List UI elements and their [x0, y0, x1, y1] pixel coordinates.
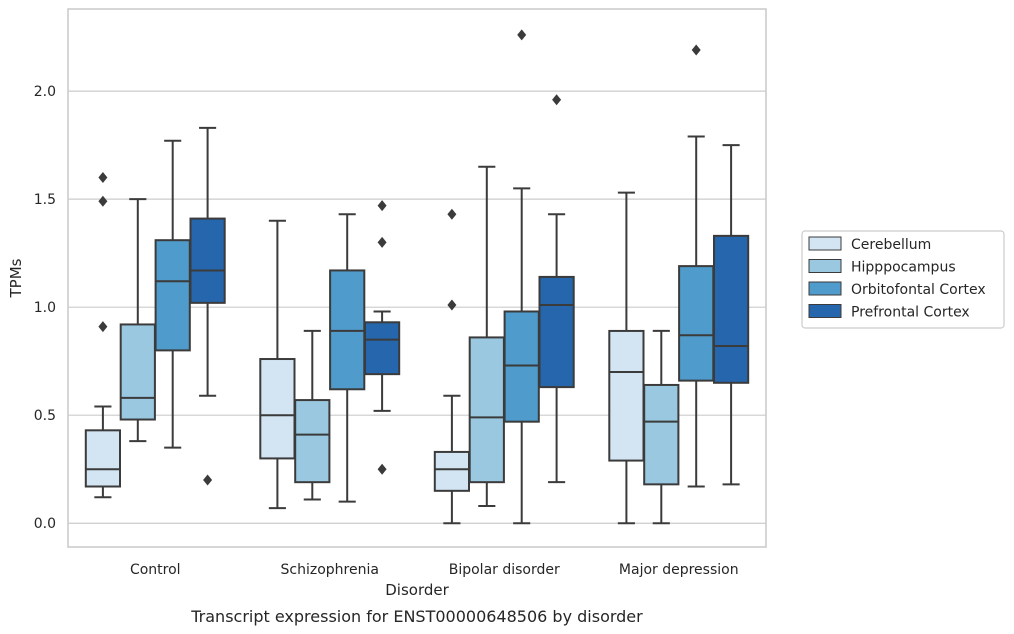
- legend-swatch: [808, 304, 842, 318]
- box: [678, 265, 715, 382]
- legend-item: Orbitofontal Cortex: [808, 281, 986, 298]
- chart-caption: Transcript expression for ENST0000064850…: [190, 607, 643, 626]
- x-tick-label: Control: [130, 562, 181, 578]
- box-group: [712, 144, 750, 486]
- box: [189, 217, 226, 304]
- legend-box: [801, 230, 1005, 329]
- outlier-point: [447, 208, 457, 220]
- box: [259, 358, 296, 460]
- outlier-point: [377, 236, 387, 248]
- outlier-point: [377, 463, 387, 475]
- outlier-point: [691, 44, 701, 56]
- y-tick-labels: 0.0 0.5 1.0 1.5 2.0: [34, 84, 56, 532]
- legend-swatch: [808, 236, 842, 251]
- box: [712, 234, 750, 384]
- x-axis-label: Disorder: [385, 581, 449, 599]
- outlier-point: [98, 321, 108, 333]
- legend-item: Prefrontal Cortex: [808, 304, 970, 321]
- legend-label: Orbitofontal Cortex: [851, 282, 986, 298]
- legend-item: Hipppocampus: [808, 259, 956, 276]
- y-tick-label: 0.5: [34, 408, 56, 424]
- legend-swatch: [808, 281, 842, 296]
- box-group: [329, 213, 366, 503]
- legend-item: Cerebellum: [808, 236, 931, 253]
- box-group: [678, 44, 715, 488]
- box: [468, 336, 505, 484]
- box: [503, 310, 540, 423]
- box: [363, 321, 401, 376]
- outlier-point: [517, 29, 527, 41]
- legend: Cerebellum Hipppocampus Orbitofontal Corte…: [801, 230, 1005, 329]
- box-group: [84, 172, 122, 499]
- y-tick-label: 0.0: [34, 516, 56, 532]
- y-tick-label: 1.5: [34, 192, 56, 208]
- outlier-point: [98, 195, 108, 207]
- outlier-point: [552, 94, 562, 106]
- x-tick-label: Bipolar disorder: [449, 562, 560, 578]
- x-tick-label: Major depression: [619, 562, 739, 578]
- y-tick-label: 2.0: [34, 84, 56, 100]
- outlier-point: [447, 299, 457, 311]
- outlier-point: [377, 200, 387, 212]
- box: [608, 329, 645, 462]
- box-group: [259, 219, 296, 510]
- box: [538, 275, 575, 389]
- y-axis-label: TPMs: [7, 258, 25, 298]
- box-group: [154, 139, 191, 449]
- outlier-point: [98, 172, 108, 184]
- box: [643, 383, 680, 486]
- x-tick-label: Schizophrenia: [281, 562, 379, 578]
- box-group: [363, 200, 401, 475]
- box-group: [468, 165, 505, 507]
- legend-swatch: [808, 259, 842, 273]
- legend-label: Cerebellum: [851, 237, 931, 253]
- box-group: [538, 94, 575, 484]
- y-tick-label: 1.0: [34, 300, 56, 316]
- box-group: [433, 208, 471, 525]
- box-marks: [84, 29, 750, 525]
- box: [329, 269, 366, 391]
- x-tick-labels: Control Schizophrenia Bipolar disorder Majo…: [130, 562, 739, 578]
- legend-label: Prefrontal Cortex: [851, 305, 970, 321]
- box-group: [503, 29, 540, 525]
- box-group: [294, 329, 331, 501]
- box-group: [189, 126, 226, 486]
- box-group: [643, 329, 680, 525]
- outlier-point: [203, 474, 213, 486]
- box: [433, 450, 471, 492]
- box: [119, 323, 156, 421]
- box: [294, 399, 331, 484]
- legend-label: Hipppocampus: [851, 260, 956, 276]
- box: [154, 239, 191, 352]
- box: [84, 429, 122, 488]
- plot-frame: [67, 8, 767, 548]
- box-group: [608, 191, 645, 525]
- box-group: [119, 198, 156, 443]
